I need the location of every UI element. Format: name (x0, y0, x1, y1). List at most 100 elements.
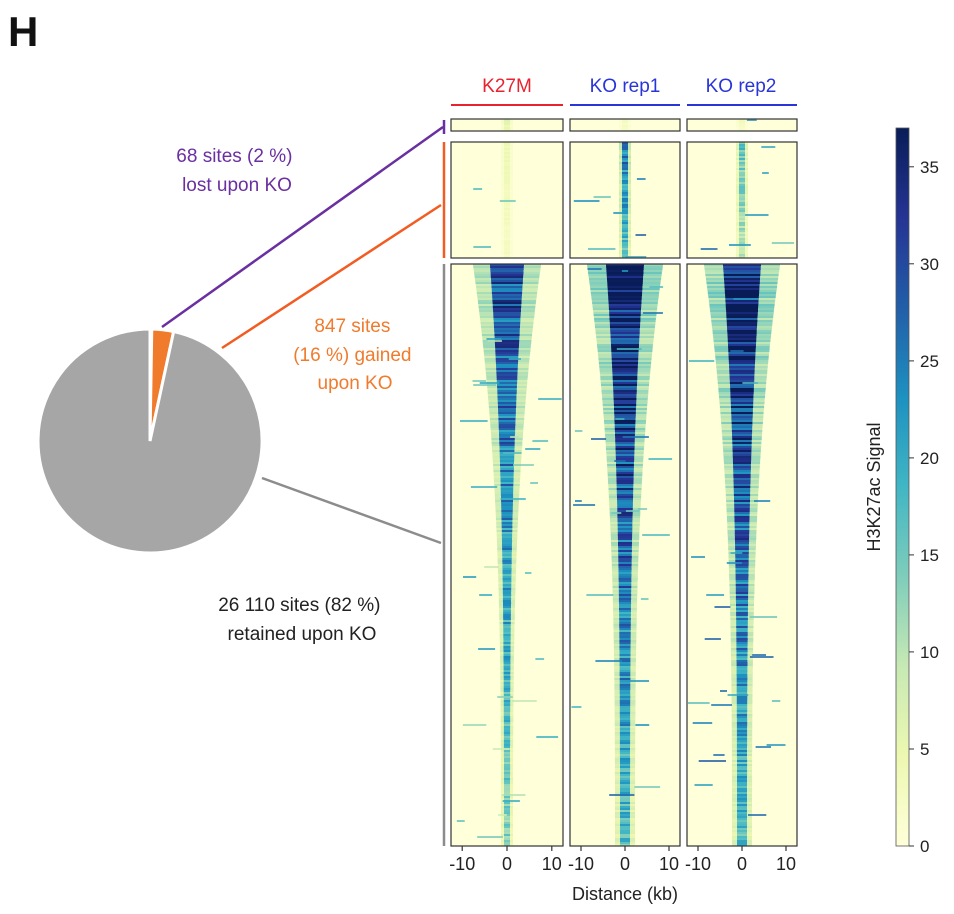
heatmap-core (622, 166, 628, 169)
heatmap-core (491, 292, 523, 295)
heatmap-core (497, 390, 517, 393)
heatmap-core (728, 346, 756, 349)
heatmap-core (736, 696, 748, 699)
heatmap-core (732, 450, 752, 453)
colorbar-tick-label: 20 (920, 449, 939, 468)
heatmap-core (735, 594, 749, 597)
heatmap-core (504, 234, 510, 237)
heatmap-core (728, 358, 756, 361)
heatmap-core (622, 186, 628, 189)
heatmap-core (737, 776, 747, 779)
heatmap-core (498, 414, 516, 417)
heatmap-streak (615, 418, 625, 420)
heatmap-core (503, 628, 511, 631)
heatmap-core (619, 634, 631, 637)
heatmap-core (725, 304, 759, 307)
heatmap-core (617, 516, 633, 519)
heatmap-core (504, 776, 510, 779)
heatmap-core (490, 270, 524, 273)
heatmap-core (613, 390, 637, 393)
heatmap-core (619, 616, 631, 619)
heatmap-core (617, 532, 633, 535)
heatmap-core (727, 330, 757, 333)
heatmap-core (615, 444, 635, 447)
heatmap-core (504, 798, 510, 801)
heatmap-core (502, 566, 512, 569)
heatmap-core (737, 764, 748, 767)
heatmap-core (736, 676, 748, 679)
heatmap-core (619, 692, 631, 695)
heatmap-core (622, 234, 628, 237)
heatmap-core (734, 538, 749, 541)
heatmap-core (619, 646, 631, 649)
column-title-ko-rep1: KO rep1 (590, 76, 661, 97)
heatmap-core (504, 784, 510, 787)
heatmap-core (503, 640, 511, 643)
heatmap-core (617, 512, 633, 515)
heatmap-core (503, 688, 511, 691)
colorbar-tick-label: 0 (920, 837, 929, 856)
column-titles: K27M KO rep1 KO rep2 (451, 76, 797, 106)
heatmap-core (615, 434, 635, 437)
heatmap-core (498, 426, 516, 429)
heatmap-core (739, 214, 745, 217)
heatmap-core (734, 532, 750, 535)
heatmap-core (735, 580, 749, 583)
heatmap-core (493, 314, 521, 317)
heatmap-core (622, 200, 628, 203)
heatmap-core (730, 400, 754, 403)
heatmap-core (606, 272, 644, 275)
heatmap-streak (487, 340, 502, 342)
heatmap-core (503, 654, 511, 657)
heatmap-core (733, 474, 751, 477)
heatmap-core (607, 286, 643, 289)
heatmap-core (619, 706, 631, 709)
heatmap-core (503, 738, 511, 741)
heatmap-core (495, 346, 519, 349)
heatmap-core (502, 586, 512, 589)
heatmap-core (619, 682, 631, 685)
heatmap-core (619, 686, 631, 689)
heatmap-core (503, 716, 511, 719)
heatmap-core (739, 254, 745, 257)
heatmap-core (734, 534, 750, 537)
heatmap-core (739, 232, 745, 235)
heatmap-core (615, 458, 635, 461)
heatmap-core (736, 716, 748, 719)
heatmap-streak (637, 508, 648, 510)
heatmap-core (739, 129, 745, 132)
heatmap-core (622, 198, 628, 201)
heatmap-core (739, 204, 745, 207)
heatmap-core (498, 412, 516, 415)
heatmap-core (492, 298, 522, 301)
heatmap-core (503, 732, 511, 735)
heatmap-core (619, 664, 631, 667)
heatmap-core (498, 430, 516, 433)
heatmap-core (503, 672, 511, 675)
heatmap-core (619, 704, 631, 707)
heatmap-core (618, 540, 633, 543)
heatmap-core (504, 758, 511, 761)
heatmap-core (504, 838, 510, 841)
heatmap-core (622, 190, 628, 193)
heatmap-core (609, 318, 641, 321)
heatmap-core (612, 380, 638, 383)
heatmap-core (619, 608, 631, 611)
heatmap-core (618, 570, 632, 573)
heatmap-core (723, 276, 761, 279)
heatmap-core (498, 406, 517, 409)
heatmap-core (504, 150, 510, 153)
heatmap-core (617, 506, 633, 509)
heatmap-core (736, 718, 748, 721)
heatmap-core (619, 666, 631, 669)
heatmap-core (620, 808, 630, 811)
heatmap-core (731, 410, 753, 413)
heatmap-core (504, 184, 510, 187)
heatmap-core (504, 154, 510, 157)
heatmap-core (499, 454, 515, 457)
heatmap-core (502, 560, 512, 563)
heatmap-core (501, 520, 513, 523)
heatmap-core (499, 432, 516, 435)
heatmap-core (619, 698, 631, 701)
heatmap-core (731, 412, 753, 415)
